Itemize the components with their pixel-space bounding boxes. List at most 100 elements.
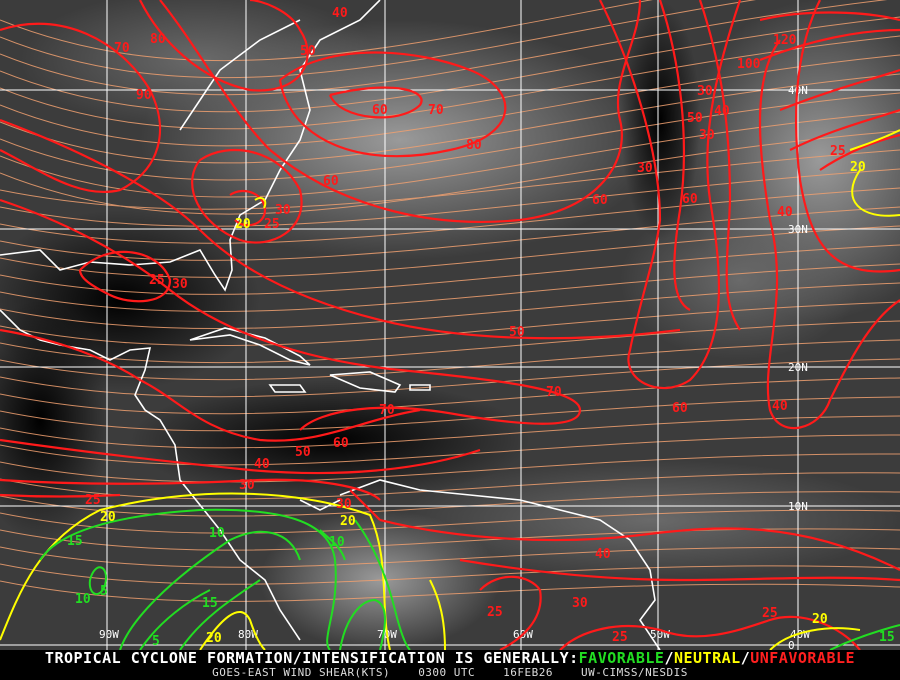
streamline	[0, 0, 888, 96]
contour-label: 15	[879, 630, 895, 645]
contour-label: 100	[737, 57, 761, 72]
product-source: UW-CIMSS/NESDIS	[581, 666, 688, 679]
contour-label: 25	[264, 217, 280, 232]
streamline	[0, 16, 900, 113]
streamline	[0, 472, 900, 500]
contour-label: 25	[612, 630, 628, 645]
neutral-label: NEUTRAL	[673, 649, 741, 667]
streamline	[0, 491, 900, 517]
streamline	[0, 0, 653, 62]
contour-label: 90	[136, 88, 152, 103]
product-info: GOES-EAST WIND SHEAR(KTS) 0300 UTC 16FEB26…	[0, 666, 900, 679]
streamline	[0, 301, 900, 347]
shear-contours-favorable	[39, 508, 900, 651]
longitude-label: 90W	[99, 628, 119, 641]
streamline	[0, 415, 900, 449]
contour-label: 40	[777, 205, 793, 220]
contour-label: 120	[773, 33, 797, 48]
contour-label: 80	[150, 32, 166, 47]
contour-label: 40	[332, 6, 348, 21]
contour-label: 30	[172, 277, 188, 292]
contour-label: 20	[100, 510, 116, 525]
streamline	[0, 35, 900, 130]
contour-label: 80	[466, 138, 482, 153]
contour-label: 30	[699, 128, 715, 143]
contour-label: 60	[682, 192, 698, 207]
streamline	[0, 263, 900, 312]
streamline	[0, 92, 900, 181]
product-time: 0300 UTC	[418, 666, 476, 679]
contour-label: 30	[697, 84, 713, 99]
contour-label: 60	[333, 436, 349, 451]
contour-label: 70	[114, 41, 130, 56]
streamline	[0, 206, 900, 261]
headline-text: TROPICAL CYCLONE FORMATION/INTENSIFICATI…	[44, 649, 579, 667]
streamline	[0, 580, 900, 602]
contour-label: 20	[340, 514, 356, 529]
contour-label: 25	[149, 273, 165, 288]
contour-label: 30	[572, 596, 588, 611]
streamline	[0, 396, 900, 432]
contour-label: 15	[67, 534, 83, 549]
streamline	[0, 54, 900, 147]
contour-label: 40	[595, 547, 611, 562]
contour-label: 40	[254, 457, 270, 472]
product-caption: TROPICAL CYCLONE FORMATION/INTENSIFICATI…	[0, 650, 900, 680]
contour-label: 70	[428, 103, 444, 118]
contour-label: 5	[152, 634, 160, 649]
streamlines	[0, 0, 900, 602]
streamline	[0, 358, 900, 398]
streamline	[0, 339, 900, 381]
streamline	[0, 130, 900, 215]
contour-label: 10	[329, 535, 345, 550]
contour-label: 30	[637, 161, 653, 176]
streamline	[0, 282, 900, 330]
streamline	[0, 453, 900, 483]
contour-label: 30	[275, 203, 291, 218]
streamline	[0, 244, 900, 295]
contour-label: 20	[235, 217, 251, 232]
streamline	[0, 546, 900, 568]
contour-label: 5	[100, 584, 108, 599]
latitude-label: 20N	[788, 361, 808, 374]
contour-label: 30	[336, 497, 352, 512]
streamline	[0, 168, 900, 227]
contour-label: 10	[75, 592, 91, 607]
streamline	[0, 111, 900, 198]
streamline	[0, 0, 757, 79]
contour-label: 50	[295, 445, 311, 460]
contour-label: 50	[509, 325, 525, 340]
streamline	[0, 320, 900, 364]
contour-label: 60	[372, 103, 388, 118]
streamline	[0, 149, 900, 210]
separator: /	[740, 649, 751, 667]
streamline	[0, 509, 900, 534]
contour-label: 10	[209, 526, 225, 541]
contour-label: 50	[687, 111, 703, 126]
contour-label: 70	[379, 403, 395, 418]
shear-contours-unfavorable	[0, 0, 900, 651]
contour-label: 40	[714, 104, 730, 119]
streamline	[0, 73, 900, 164]
product-date: 16FEB26	[503, 666, 554, 679]
unfavorable-label: UNFAVORABLE	[750, 649, 856, 667]
contour-label: 25	[85, 493, 101, 508]
contour-label: 20	[812, 612, 828, 627]
contour-label: 60	[672, 401, 688, 416]
streamline	[0, 187, 900, 244]
contour-label: 60	[323, 174, 339, 189]
latitude-label: 10N	[788, 500, 808, 513]
favorable-label: FAVORABLE	[578, 649, 665, 667]
contour-label: 60	[592, 193, 608, 208]
contour-label: 20	[206, 631, 222, 646]
contour-label: 15	[202, 596, 218, 611]
contour-label: 30	[239, 478, 255, 493]
contour-label: 25	[762, 606, 778, 621]
contour-label: 70	[546, 385, 562, 400]
contour-label: 25	[487, 605, 503, 620]
streamline	[0, 563, 900, 585]
contour-label: 20	[850, 160, 866, 175]
streamline	[0, 434, 900, 466]
